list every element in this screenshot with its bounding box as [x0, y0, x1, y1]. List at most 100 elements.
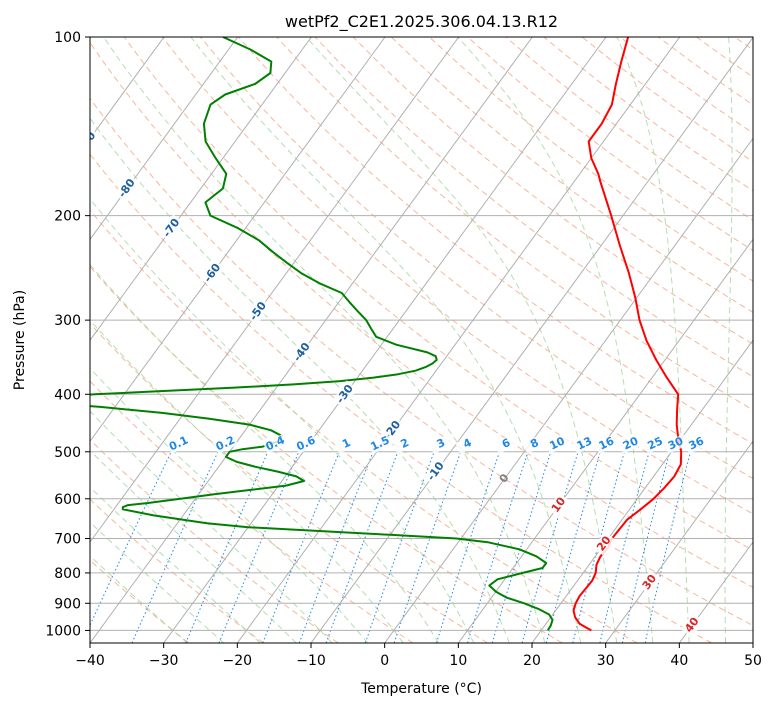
isotherm	[605, 440, 753, 643]
dry-adiabat	[238, 37, 753, 445]
isotherm	[384, 137, 753, 643]
mixing-label-bg	[663, 433, 689, 455]
mixing-label-bg	[367, 433, 393, 455]
chart-title: wetPf2_C2E1.2025.306.04.13.R12	[285, 12, 558, 32]
isotherm	[236, 37, 681, 643]
moist-adiabat	[90, 521, 225, 643]
dry-adiabat	[314, 37, 753, 378]
x-tick-label: 0	[380, 653, 389, 669]
x-tick-label: −40	[75, 653, 105, 669]
mixing-label-bg	[293, 433, 319, 455]
y-tick-label: 900	[54, 596, 81, 612]
iso-label-bg	[289, 338, 315, 367]
mixing-label-bg	[544, 433, 570, 455]
moist-adiabat	[90, 263, 439, 643]
iso-label-bg	[199, 259, 226, 287]
moist-adiabat	[90, 486, 261, 643]
moist-adiabat	[457, 37, 654, 643]
dry-adiabat	[276, 37, 753, 411]
y-tick-label: 400	[54, 387, 81, 403]
mixing-ratio-label: 25	[646, 434, 665, 452]
dry-adiabat	[90, 97, 753, 627]
moist-label-bg	[547, 492, 571, 518]
mixing-label-bg	[392, 433, 418, 455]
dry-adiabat	[161, 37, 753, 515]
iso-label-bg	[90, 127, 101, 156]
mixing-label-bg	[334, 433, 360, 455]
mixing-ratio-line	[262, 451, 340, 643]
x-tick-label: −20	[223, 653, 253, 669]
mixing-ratio-line	[298, 451, 374, 643]
mixing-label-bg	[594, 433, 620, 455]
x-tick-label: 50	[744, 653, 762, 669]
iso-label-bg	[423, 457, 449, 486]
axis-layer: −40 −30 −20 −10 0 10 20 30 40 50 1000 900 800 700 600 5…	[45, 30, 762, 669]
mixing-label-bg	[522, 433, 548, 455]
isotherm-label: -90	[76, 129, 98, 153]
mixing-ratio-line	[325, 451, 399, 643]
moist-adiabat	[90, 117, 510, 643]
mixing-ratio-line	[467, 451, 529, 643]
iso-label-bg	[159, 214, 185, 243]
iso-label-bg	[332, 380, 358, 409]
mixing-ratio-line	[218, 451, 300, 643]
isotherm	[90, 37, 386, 443]
mixing-label-bg	[572, 433, 598, 455]
y-tick-label: 200	[54, 209, 81, 225]
dry-adiabat	[123, 37, 753, 551]
mixing-label-bg	[428, 433, 454, 455]
x-tick-label: −30	[149, 653, 179, 669]
dry-adiabat	[90, 41, 753, 588]
y-tick-label: 700	[54, 532, 81, 548]
data-layer	[90, 37, 683, 632]
mixing-label-bg	[684, 433, 710, 455]
moist-adiabat	[90, 319, 404, 643]
mixing-ratio-line	[572, 451, 625, 643]
mixing-ratio-line	[491, 451, 552, 643]
mixing-label-bg	[455, 433, 481, 455]
dry-adiabat	[90, 265, 563, 643]
dewpoint-profile	[90, 37, 554, 631]
mixing-label-bg	[262, 433, 288, 455]
moist-adiabat	[616, 37, 690, 643]
mixing-ratio-label: 13	[575, 434, 594, 452]
moist-adiabat	[190, 37, 582, 643]
mixing-ratio-line	[599, 451, 650, 643]
x-tick-label: 30	[597, 653, 615, 669]
moist-adiabat	[90, 449, 297, 643]
x-axis-title: Temperature (°C)	[360, 681, 482, 697]
y-tick-label: 100	[54, 30, 81, 46]
mixing-ratio-label: 36	[687, 434, 707, 452]
y-tick-label: 1000	[45, 623, 81, 639]
isotherm	[90, 37, 239, 241]
y-tick-label: 500	[54, 445, 81, 461]
x-tick-label: 20	[523, 653, 541, 669]
x-tick-label: −10	[296, 653, 326, 669]
isotherm	[90, 37, 533, 643]
mixing-label-bg	[642, 433, 668, 455]
mixing-ratio-line	[364, 451, 435, 643]
moist-adiabat	[90, 410, 333, 643]
isotherm	[457, 238, 753, 643]
moist-label-bg	[592, 531, 616, 557]
grid-layer	[90, 37, 753, 643]
x-tick-label: 10	[449, 653, 467, 669]
moist-adiabat	[724, 37, 733, 643]
mixing-label-bg	[166, 433, 192, 455]
dry-adiabat	[90, 209, 638, 643]
mixing-ratio-label: 20	[621, 434, 641, 452]
moist-label-bg	[680, 613, 704, 638]
dry-adiabat	[90, 153, 712, 643]
mixing-label-bg	[618, 433, 644, 455]
y-tick-label: 300	[54, 313, 81, 329]
mixing-ratio-label: 10	[547, 434, 567, 452]
mixing-ratio-line	[185, 451, 269, 643]
isotherm	[310, 37, 753, 643]
moist-adiabat	[305, 37, 618, 643]
mixing-ratio-label: 30	[666, 434, 686, 452]
iso-label-bg	[245, 297, 272, 326]
mixing-label-bg	[493, 433, 519, 455]
y-tick-label: 600	[54, 492, 81, 508]
